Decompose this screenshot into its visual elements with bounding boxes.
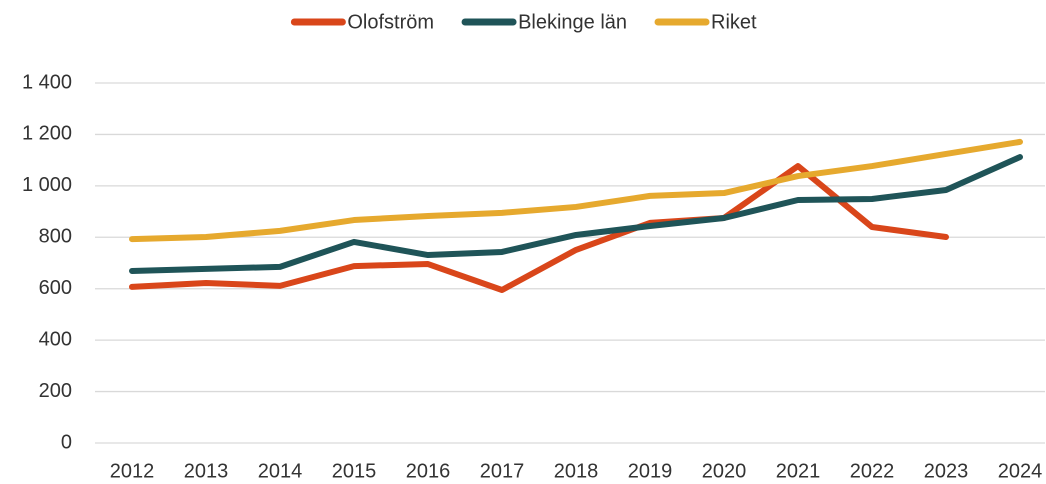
x-tick-label: 2018 (554, 460, 599, 482)
x-tick-label: 2017 (480, 460, 525, 482)
x-tick-label: 2021 (776, 460, 821, 482)
x-tick-label: 2023 (924, 460, 969, 482)
y-tick-label: 1 000 (22, 174, 72, 196)
x-tick-label: 2012 (110, 460, 155, 482)
x-tick-label: 2016 (406, 460, 451, 482)
y-tick-label: 0 (61, 431, 72, 453)
x-tick-label: 2019 (628, 460, 673, 482)
y-tick-label: 400 (39, 328, 72, 350)
series-line (129, 154, 1023, 274)
x-tick-label: 2013 (184, 460, 229, 482)
x-tick-label: 2020 (702, 460, 747, 482)
x-tick-label: 2014 (258, 460, 303, 482)
x-tick-label: 2022 (850, 460, 895, 482)
y-tick-label: 800 (39, 226, 72, 248)
x-tick-label: 2024 (998, 460, 1043, 482)
series-line (129, 163, 949, 293)
y-tick-label: 200 (39, 380, 72, 402)
y-tick-label: 1 400 (22, 71, 72, 93)
x-tick-label: 2015 (332, 460, 377, 482)
series-line (129, 138, 1023, 243)
legend-label: Olofström (347, 11, 434, 33)
legend-label: Riket (711, 11, 757, 33)
y-tick-label: 1 200 (22, 123, 72, 145)
y-tick-label: 600 (39, 277, 72, 299)
legend-label: Blekinge län (518, 11, 627, 33)
